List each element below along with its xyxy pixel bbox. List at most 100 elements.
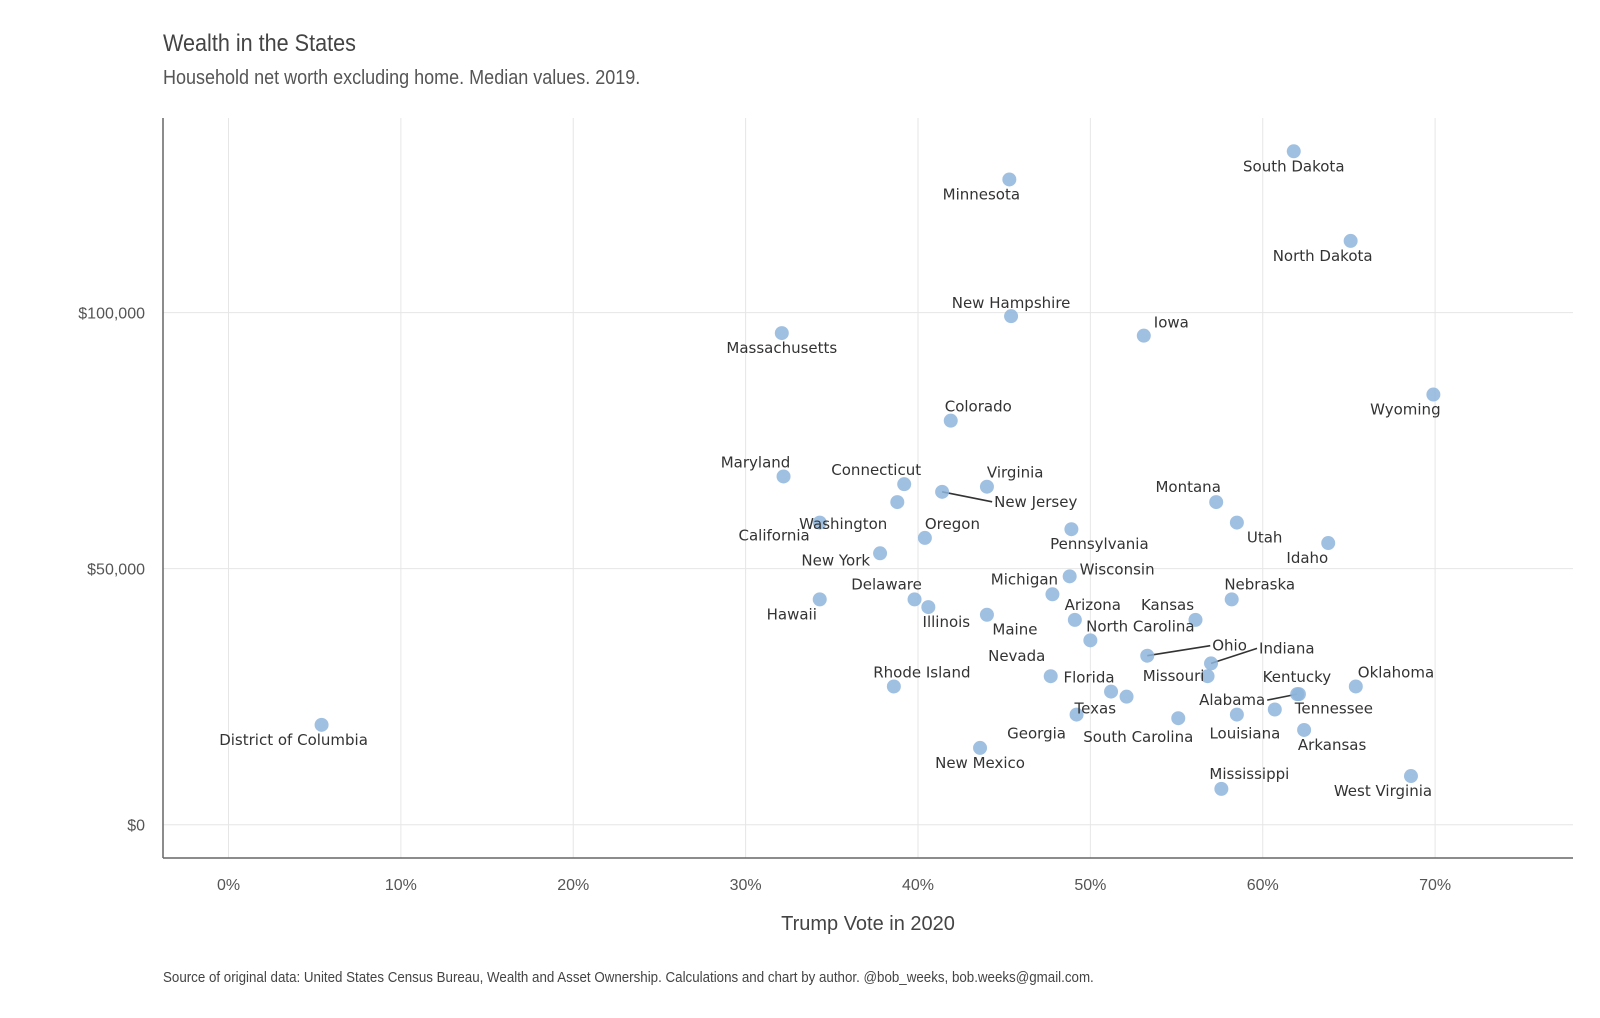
point-label: North Carolina [1086,617,1194,635]
grid-lines [163,118,1573,858]
point-label: District of Columbia [219,731,368,749]
data-point [1002,172,1017,187]
point-label: Kentucky [1263,668,1332,686]
data-point [979,479,994,494]
point-label: Utah [1247,529,1283,547]
point-label: Virginia [987,464,1044,482]
data-point [917,530,932,545]
data-point [1045,587,1060,602]
data-point [1043,669,1058,684]
data-points [314,144,1441,796]
point-label: New Jersey [994,493,1077,511]
point-label: Iowa [1154,314,1189,332]
point-label: Wyoming [1370,401,1440,419]
point-label: Pennsylvania [1050,535,1149,553]
x-tick-label: 0% [217,877,240,894]
point-label: Delaware [851,575,922,593]
data-point [1067,612,1082,627]
point-label: Massachusetts [726,339,837,357]
point-label: Oregon [925,515,980,533]
point-label: Washington [799,515,887,533]
leader-line [1210,647,1258,665]
data-point [1403,769,1418,784]
point-label: Arizona [1065,596,1121,614]
data-point [886,679,901,694]
leader-line [1147,644,1211,657]
tick-labels: 0% 10% 20% 30% 40% 50% 60% 70% $0 $50,000 $100,000 [78,306,1451,894]
x-tick-label: 40% [902,877,934,894]
x-tick-label: 10% [385,877,417,894]
point-label: Hawaii [767,605,817,623]
x-tick-label: 70% [1419,877,1451,894]
point-label: Kansas [1141,596,1194,614]
point-label: Montana [1155,478,1220,496]
point-label: Wisconsin [1080,560,1155,578]
data-point [973,740,988,755]
data-point [1188,612,1203,627]
data-point [1267,702,1282,717]
data-point [1297,722,1312,737]
point-label: Missouri [1143,667,1205,685]
y-tick-label: $50,000 [87,562,145,579]
point-labels: South Dakota Minnesota North Dakota New Ham… [219,157,1440,800]
source-caption: Source of original data: United States C… [163,970,1094,986]
data-point [935,484,950,499]
data-point [907,592,922,607]
data-point [1209,495,1224,510]
point-label: Michigan [991,570,1058,588]
point-label: Colorado [945,398,1012,416]
point-label: North Dakota [1273,247,1373,265]
point-label: New York [801,551,870,569]
data-point [1171,711,1186,726]
data-point [921,600,936,615]
point-label: Tennessee [1294,699,1373,717]
point-label: Minnesota [943,185,1020,203]
data-point [812,592,827,607]
point-label: Alabama [1199,691,1265,709]
data-point [1083,633,1098,648]
chart-title: Wealth in the States [163,30,356,57]
point-label: Texas [1074,700,1117,718]
point-label: Maryland [721,453,791,471]
data-point [1136,328,1151,343]
point-label: Arkansas [1298,736,1367,754]
data-point [1069,707,1084,722]
point-label: Florida [1064,669,1115,687]
data-point [314,717,329,732]
point-label: Nevada [988,647,1045,665]
point-label: New Mexico [935,754,1025,772]
leader-line [941,491,993,503]
x-tick-label: 20% [557,877,589,894]
data-point [1119,689,1134,704]
data-point [979,607,994,622]
data-point [1290,687,1305,702]
point-label: Illinois [923,613,971,631]
data-point [1426,387,1441,402]
data-point [1200,669,1215,684]
x-tick-label: 60% [1247,877,1279,894]
point-label: Rhode Island [873,663,970,681]
data-point [1064,522,1079,537]
point-label: South Dakota [1243,157,1345,175]
data-point [1286,144,1301,159]
data-point [897,477,912,492]
chart-subtitle: Household net worth excluding home. Medi… [163,67,641,89]
data-point [1214,781,1229,796]
data-point [812,515,827,530]
data-point [774,326,789,341]
data-point [1204,656,1219,671]
x-axis-label: Trump Vote in 2020 [781,913,955,935]
point-label: Maine [992,621,1037,639]
point-label: West Virginia [1334,782,1432,800]
y-tick-label: $0 [127,818,145,835]
point-label: Connecticut [831,461,921,479]
x-tick-label: 30% [730,877,762,894]
point-label: Indiana [1259,639,1315,657]
point-label: California [739,527,810,545]
y-tick-label: $100,000 [78,306,145,323]
point-label: Mississippi [1209,765,1289,783]
data-point [1224,592,1239,607]
point-label: Georgia [1007,725,1066,743]
data-point [1229,515,1244,530]
